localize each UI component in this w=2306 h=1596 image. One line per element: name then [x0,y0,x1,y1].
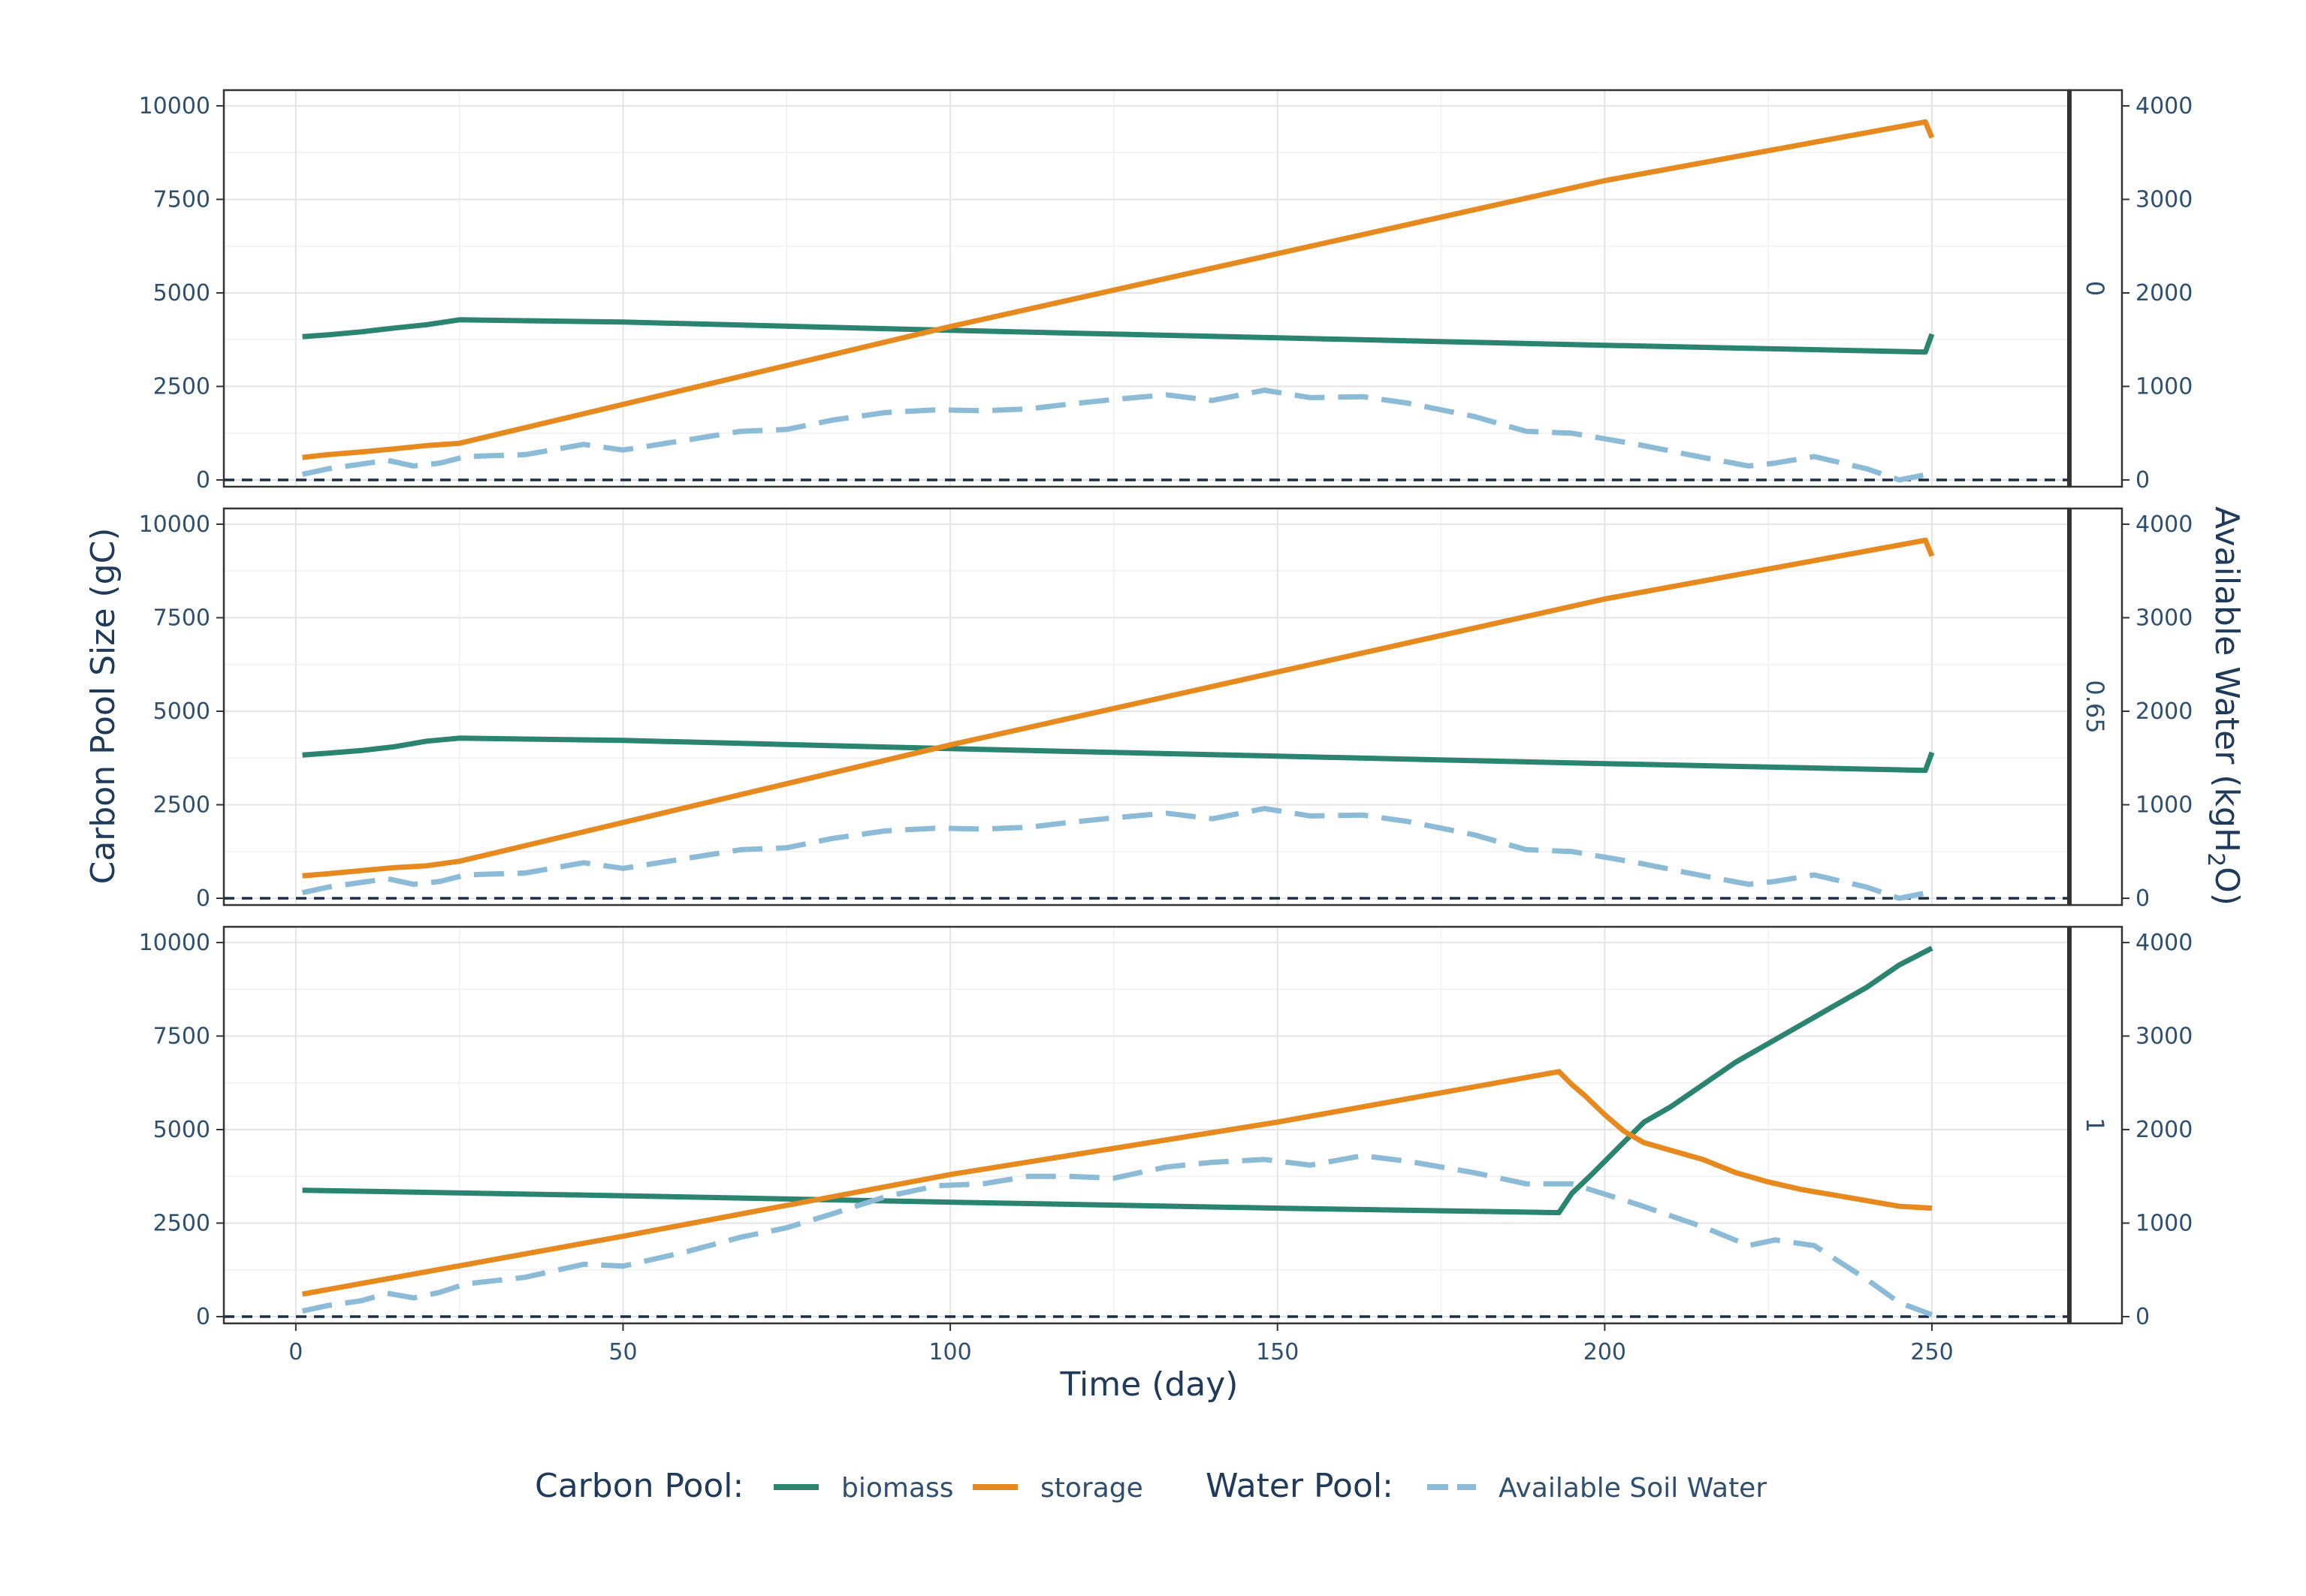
y2-axis-title-tail: O) [2208,867,2246,906]
legend-label-soil-water: Available Soil Water [1499,1473,1767,1504]
panel-2: 1 0 2500 5000 7500 10000 0 1000 2000 3000 4000 0 50 1… [139,925,2193,1365]
series-line-biomass [302,317,1935,355]
x-tick-label: 250 [1910,1339,1953,1365]
y-tick-label: 10000 [139,93,210,119]
y-tick-label: 5000 [153,1117,210,1143]
y2-axis-title: Available Water (kgH2O) [2202,506,2246,906]
legend-carbon-title: Carbon Pool: [535,1467,744,1505]
series-line-available-soil-water [301,806,1933,901]
y-tick-label: 0 [196,467,210,493]
legend-water-title: Water Pool: [1206,1467,1393,1505]
y-tick-label: 10000 [139,930,210,956]
y-tick-label: 0 [196,1304,210,1330]
y2-tick-label: 0 [2135,467,2150,493]
y2-tick-label: 1000 [2135,374,2193,400]
facet-label: 0.65 [2081,680,2109,733]
y2-tick-label: 3000 [2135,605,2193,631]
panel-1: 0.65 0 2500 5000 7500 10000 0 1000 2000 3000 4000 [139,507,2193,912]
y2-axis-title-sub: 2 [2202,852,2229,867]
y-tick-label: 2500 [153,374,210,400]
legend-label-storage: storage [1040,1473,1143,1504]
y-tick-label: 7500 [153,1023,210,1049]
facet-label: 0 [2081,281,2109,296]
panel-background [224,90,2069,487]
series-line-biomass [302,946,1933,1216]
y2-tick-label: 1000 [2135,792,2193,819]
series-line-storage [302,537,1935,879]
series-line-biomass [302,735,1935,774]
y2-tick-label: 4000 [2135,511,2193,538]
panel-background [224,508,2069,905]
y2-tick-label: 0 [2135,1304,2150,1330]
series-line-storage [302,119,1935,460]
y2-tick-label: 4000 [2135,93,2193,119]
y2-tick-label: 0 [2135,885,2150,912]
panel-0: 0 0 2500 5000 7500 10000 0 1000 2000 3000 4000 [139,89,2193,493]
y-tick-label: 2500 [153,1211,210,1237]
y-tick-label: 7500 [153,605,210,631]
y-tick-label: 5000 [153,280,210,306]
y2-tick-label: 1000 [2135,1211,2193,1237]
y2-tick-label: 3000 [2135,1023,2193,1049]
y-tick-label: 2500 [153,792,210,819]
legend-label-biomass: biomass [841,1473,954,1504]
x-tick-label: 100 [928,1339,971,1365]
series-line-available-soil-water [301,388,1933,483]
facet-strip [2068,507,2123,907]
y2-tick-label: 3000 [2135,186,2193,213]
facet-label: 1 [2081,1118,2109,1133]
x-tick-label: 50 [608,1339,637,1365]
y2-tick-label: 4000 [2135,930,2193,956]
facet-strip [2068,925,2123,1325]
y-tick-label: 0 [196,885,210,912]
x-tick-label: 150 [1256,1339,1299,1365]
y-tick-label: 10000 [139,511,210,538]
facet-strip [2068,89,2123,488]
legend: Carbon Pool: biomass storage Water Pool:… [535,1467,1767,1505]
y2-tick-label: 2000 [2135,1117,2193,1143]
y2-axis-title-main: Available Water (kgH [2208,506,2246,852]
y2-tick-label: 2000 [2135,698,2193,725]
y-tick-label: 7500 [153,186,210,213]
y2-tick-label: 2000 [2135,280,2193,306]
series-line-storage [301,1069,1933,1297]
panels-layer: 0025005000750010000010002000300040000.65… [139,89,2193,1365]
y-tick-label: 5000 [153,698,210,725]
x-tick-label: 0 [288,1339,303,1365]
x-tick-label: 200 [1583,1339,1626,1365]
panel-background [224,927,2069,1323]
x-axis-title: Time (day) [1060,1365,1239,1404]
y-axis-title: Carbon Pool Size (gC) [84,528,122,885]
